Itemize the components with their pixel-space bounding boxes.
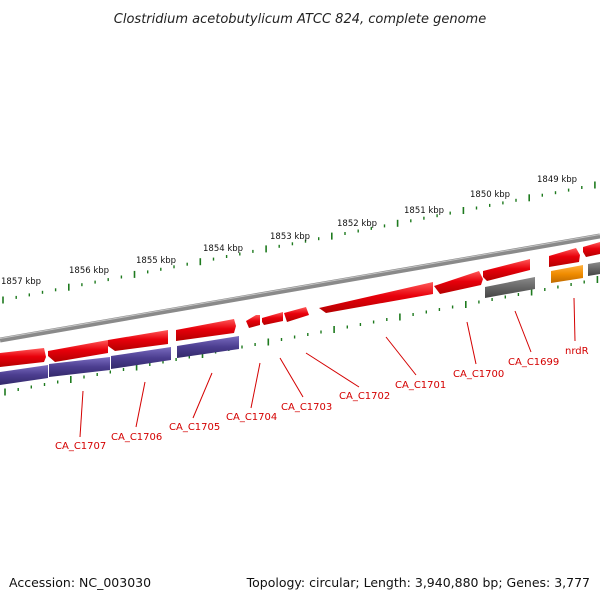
gene-block-purple-2[interactable]: [49, 357, 110, 377]
leader-ca-c1703: [279, 357, 304, 398]
inner-scale-ticks: [4, 276, 599, 396]
gene-block-purple-1[interactable]: [0, 365, 48, 385]
gene-arrow-right-edge[interactable]: [583, 242, 600, 257]
leader-nrdr: [573, 297, 576, 342]
kbp-label-1852: 1852 kbp: [337, 219, 377, 229]
leader-ca-c1701: [385, 336, 417, 376]
genome-backbone: [0, 233, 600, 343]
gene-label-ca-c1706[interactable]: CA_C1706: [111, 432, 162, 443]
gene-labels: CA_C1707 CA_C1706 CA_C1705 CA_C1704 CA_C…: [55, 346, 589, 452]
gene-arrow-nrdr[interactable]: [549, 248, 580, 267]
gene-label-ca-c1705[interactable]: CA_C1705: [169, 422, 220, 433]
forward-genes: [0, 242, 600, 367]
kbp-label-1857: 1857 kbp: [1, 277, 41, 287]
gene-label-nrdr[interactable]: nrdR: [565, 346, 589, 357]
kbp-label-1849: 1849 kbp: [537, 175, 577, 185]
gene-block-orange-rna[interactable]: [551, 265, 583, 283]
kbp-label-1854: 1854 kbp: [203, 244, 243, 254]
leader-ca-c1700: [466, 321, 477, 365]
kbp-label-1851: 1851 kbp: [404, 206, 444, 216]
genome-backbone-highlight: [0, 234, 600, 339]
leader-ca-c1702: [305, 352, 360, 388]
leader-ca-c1704: [250, 362, 261, 409]
gene-label-ca-c1707[interactable]: CA_C1707: [55, 441, 106, 452]
gene-arrow-ca-c1700[interactable]: [483, 259, 530, 281]
gene-arrow-ca-c1702[interactable]: [319, 282, 433, 313]
gene-arrow-ca-c1707[interactable]: [48, 340, 108, 362]
gene-label-ca-c1700[interactable]: CA_C1700: [453, 369, 504, 380]
gene-arrow-ca-c1705[interactable]: [176, 319, 236, 341]
gene-arrow-ca-c1704[interactable]: [246, 315, 260, 328]
map-title: Clostridium acetobutylicum ATCC 824, com…: [114, 12, 486, 27]
leader-ca-c1705: [192, 372, 213, 419]
gene-arrow-ca-c1706[interactable]: [108, 330, 168, 351]
label-leaders: [79, 297, 576, 438]
gene-block-grey-pseudo[interactable]: [485, 277, 535, 298]
leader-ca-c1706: [135, 381, 146, 428]
gene-label-ca-c1702[interactable]: CA_C1702: [339, 391, 390, 402]
gene-label-ca-c1699[interactable]: CA_C1699: [508, 357, 559, 368]
gene-block-grey-edge[interactable]: [588, 262, 600, 276]
kbp-label-1853: 1853 kbp: [270, 232, 310, 242]
kbp-label-1856: 1856 kbp: [69, 266, 109, 276]
accession-text: Accession: NC_003030: [9, 575, 151, 590]
gene-arrow-ca-c1708[interactable]: [0, 348, 46, 367]
gene-arrow-ca-c1703[interactable]: [284, 307, 309, 322]
gene-arrow-ca-c1701[interactable]: [434, 271, 483, 294]
kbp-label-1850: 1850 kbp: [470, 190, 510, 200]
gene-arrow-ca-c1703a[interactable]: [262, 312, 283, 325]
topology-text: Topology: circular; Length: 3,940,880 bp…: [246, 575, 590, 590]
kbp-labels: 1857 kbp 1856 kbp 1855 kbp 1854 kbp 1853…: [1, 175, 577, 287]
gene-label-ca-c1703[interactable]: CA_C1703: [281, 402, 332, 413]
gene-label-ca-c1701[interactable]: CA_C1701: [395, 380, 446, 391]
gene-label-ca-c1704[interactable]: CA_C1704: [226, 412, 277, 423]
leader-ca-c1699: [514, 310, 532, 353]
gene-block-purple-4[interactable]: [177, 336, 239, 358]
leader-ca-c1707: [79, 390, 84, 438]
outer-scale-ticks: [2, 181, 596, 304]
gene-block-purple-3[interactable]: [111, 347, 171, 369]
reverse-genes: [0, 262, 600, 385]
kbp-label-1855: 1855 kbp: [136, 256, 176, 266]
